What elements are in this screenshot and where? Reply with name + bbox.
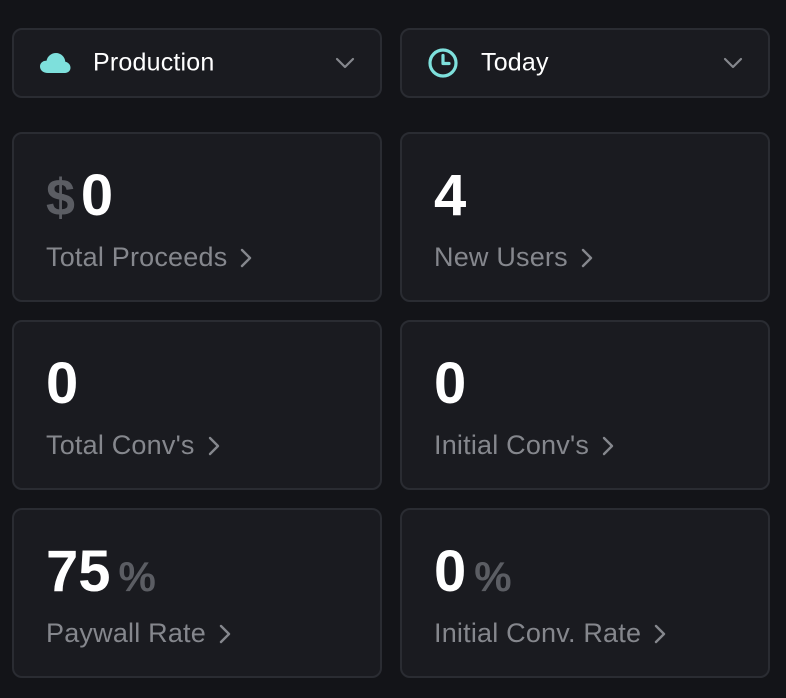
cloud-icon: [38, 46, 72, 80]
metric-value-row: $ 0: [46, 162, 113, 230]
metric-value: 4: [434, 163, 467, 228]
metric-value: 0: [434, 539, 467, 604]
metric-label: Total Conv's: [46, 430, 195, 460]
metric-card-initial-conv-rate[interactable]: 0 % Initial Conv. Rate: [400, 508, 770, 678]
chevron-right-icon: [239, 247, 253, 269]
metric-value-row: 4: [434, 162, 466, 230]
metric-value-row: 0: [46, 350, 78, 418]
chevron-down-icon: [334, 52, 356, 74]
metric-card-new-users[interactable]: 4 New Users: [400, 132, 770, 302]
chevron-right-icon: [601, 435, 615, 457]
period-label: Today: [481, 48, 549, 77]
period-dropdown[interactable]: Today: [400, 28, 770, 98]
metric-value-row: 0: [434, 350, 466, 418]
metric-label-row: Total Conv's: [46, 430, 221, 461]
metric-label: Initial Conv. Rate: [434, 618, 642, 648]
chevron-right-icon: [207, 435, 221, 457]
percent-suffix: %: [118, 553, 156, 600]
metric-value: 0: [46, 351, 79, 416]
metric-label: Paywall Rate: [46, 618, 206, 648]
metric-value: 0: [434, 351, 467, 416]
metric-value-row: 75 %: [46, 538, 156, 606]
environment-dropdown[interactable]: Production: [12, 28, 382, 98]
metric-label-row: New Users: [434, 242, 594, 273]
clock-icon: [426, 46, 460, 80]
metric-value: 0: [80, 163, 114, 228]
metric-label: Total Proceeds: [46, 242, 228, 272]
environment-label: Production: [93, 48, 215, 77]
metric-card-total-convs[interactable]: 0 Total Conv's: [12, 320, 382, 490]
metric-value: 75: [46, 539, 111, 604]
chevron-right-icon: [580, 247, 594, 269]
metric-label-row: Initial Conv. Rate: [434, 618, 667, 649]
chevron-down-icon: [722, 52, 744, 74]
percent-suffix: %: [474, 553, 512, 600]
metric-label-row: Paywall Rate: [46, 618, 232, 649]
chevron-right-icon: [218, 623, 232, 645]
chevron-right-icon: [653, 623, 667, 645]
metric-label: Initial Conv's: [434, 430, 590, 460]
metric-card-paywall-rate[interactable]: 75 % Paywall Rate: [12, 508, 382, 678]
metric-value-row: 0 %: [434, 538, 512, 606]
currency-prefix: $: [46, 169, 75, 227]
metric-card-total-proceeds[interactable]: $ 0 Total Proceeds: [12, 132, 382, 302]
metric-label-row: Initial Conv's: [434, 430, 615, 461]
metric-label-row: Total Proceeds: [46, 242, 253, 273]
metric-card-initial-convs[interactable]: 0 Initial Conv's: [400, 320, 770, 490]
metric-label: New Users: [434, 242, 568, 272]
